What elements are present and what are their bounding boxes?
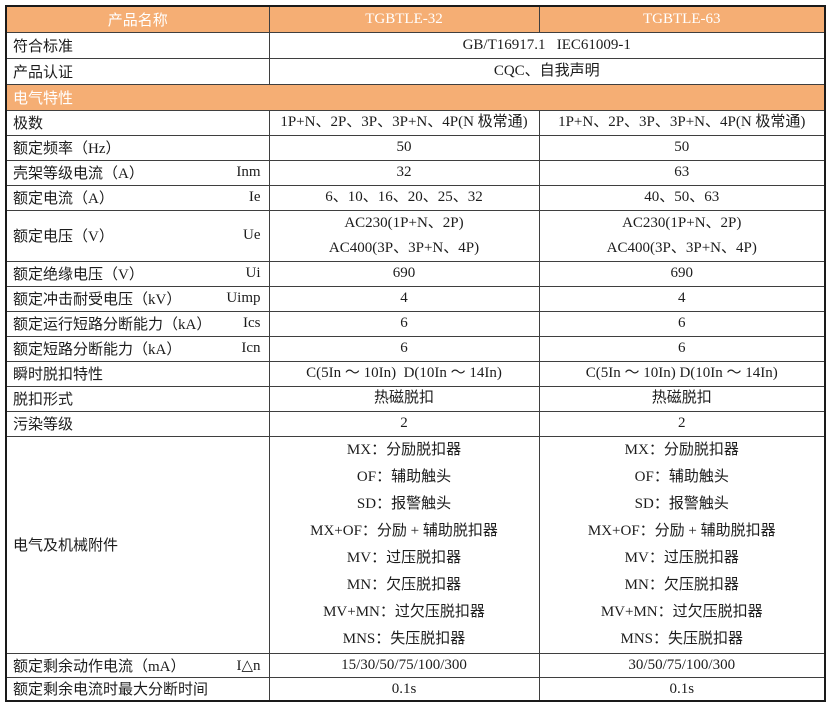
value-model2: 6 bbox=[538, 335, 826, 362]
row-label: 额定剩余电流时最大分断时间 bbox=[13, 682, 209, 699]
row-label: 产品认证 bbox=[13, 64, 74, 81]
value-model2: 热磁脱扣 bbox=[538, 385, 826, 412]
row-label: 额定短路分断能力（kA） bbox=[13, 342, 182, 358]
value-model1: C(5In ～ 10In) D(10In ～ 14In) bbox=[268, 360, 540, 387]
value-model2: 2 bbox=[538, 410, 826, 437]
value-model1: 15/30/50/75/100/300 bbox=[268, 652, 540, 678]
row-symbol: Inm bbox=[236, 164, 261, 180]
row-label: 额定剩余动作电流（mA） bbox=[13, 658, 186, 675]
value-model1: 热磁脱扣 bbox=[268, 385, 540, 412]
table-header-row: 产品名称 TGBTLE-32 TGBTLE-63 bbox=[5, 5, 826, 33]
row-label: 瞬时脱扣特性 bbox=[13, 367, 104, 383]
value-model1: 6 bbox=[268, 335, 540, 362]
row-frame-current: 壳架等级电流（A） Inm 32 63 bbox=[5, 159, 826, 186]
row-symbol: Uimp bbox=[226, 290, 261, 306]
value-model2: 4 bbox=[538, 285, 826, 312]
value-model2: C(5In ～ 10In) D(10In ～ 14In) bbox=[538, 360, 826, 387]
row-label: 额定冲击耐受电压（kV） bbox=[13, 292, 182, 308]
row-label: 额定运行短路分断能力（kA） bbox=[13, 317, 212, 333]
value-model1: 6 bbox=[268, 310, 540, 337]
row-label: 壳架等级电流（A） bbox=[13, 166, 144, 182]
row-max-breaking-time: 额定剩余电流时最大分断时间 0.1s 0.1s bbox=[5, 676, 826, 702]
value-model1: 2 bbox=[268, 410, 540, 437]
row-symbol: Ie bbox=[248, 189, 261, 205]
value-model1: 690 bbox=[268, 260, 540, 287]
value-model1: 4 bbox=[268, 285, 540, 312]
standards-value: GB/T16917.1 IEC61009-1 bbox=[268, 31, 826, 59]
value-model1: 32 bbox=[268, 159, 540, 186]
row-label: 电气及机械附件 bbox=[13, 538, 119, 554]
row-label: 污染等级 bbox=[13, 417, 74, 433]
row-label: 额定频率（Hz） bbox=[13, 141, 121, 157]
value-model1: 50 bbox=[268, 134, 540, 161]
row-symbol: Ui bbox=[245, 265, 261, 281]
value-model2: 0.1s bbox=[538, 676, 826, 702]
row-certification: 产品认证 CQC、自我声明 bbox=[5, 57, 826, 85]
row-label: 极数 bbox=[13, 116, 44, 132]
row-label: 符合标准 bbox=[13, 38, 74, 55]
header-model-tgbtle63: TGBTLE-63 bbox=[538, 5, 826, 33]
row-instantaneous-trip: 瞬时脱扣特性 C(5In ～ 10In) D(10In ～ 14In) C(5I… bbox=[5, 360, 826, 387]
row-symbol: Icn bbox=[241, 340, 261, 356]
value-model2: 50 bbox=[538, 134, 826, 161]
certification-value: CQC、自我声明 bbox=[268, 57, 826, 85]
value-model1: AC230(1P+N、2P) AC400(3P、3P+N、4P) bbox=[268, 209, 540, 262]
value-model1: MX：分励脱扣器 OF：辅助触头 SD：报警触头 MX+OF：分励 + 辅助脱扣… bbox=[268, 435, 540, 654]
row-symbol: Ics bbox=[243, 315, 261, 331]
row-standards: 符合标准 GB/T16917.1 IEC61009-1 bbox=[5, 31, 826, 59]
value-model2: 6 bbox=[538, 310, 826, 337]
row-impulse-voltage: 额定冲击耐受电压（kV） Uimp 4 4 bbox=[5, 285, 826, 312]
row-rated-current: 额定电流（A） Ie 6、10、16、20、25、32 40、50、63 bbox=[5, 184, 826, 211]
row-rated-voltage: 额定电压（V） Ue AC230(1P+N、2P) AC400(3P、3P+N、4… bbox=[5, 209, 826, 262]
header-product-name: 产品名称 bbox=[5, 5, 270, 33]
section-header-electrical: 电气特性 bbox=[5, 83, 826, 111]
value-model2: 63 bbox=[538, 159, 826, 186]
value-model2: AC230(1P+N、2P) AC400(3P、3P+N、4P) bbox=[538, 209, 826, 262]
row-label: 脱扣形式 bbox=[13, 392, 74, 408]
row-symbol: I△n bbox=[236, 657, 261, 674]
row-insulation-voltage: 额定绝缘电压（V） Ui 690 690 bbox=[5, 260, 826, 287]
value-model2: 30/50/75/100/300 bbox=[538, 652, 826, 678]
value-model1: 6、10、16、20、25、32 bbox=[268, 184, 540, 211]
row-pollution-degree: 污染等级 2 2 bbox=[5, 410, 826, 437]
value-model2: 1P+N、2P、3P、3P+N、4P(N 极常通) bbox=[538, 109, 826, 136]
section-title: 电气特性 bbox=[5, 83, 826, 111]
row-symbol: Ue bbox=[243, 227, 261, 243]
value-model1: 1P+N、2P、3P、3P+N、4P(N 极常通) bbox=[268, 109, 540, 136]
row-residual-operating-current: 额定剩余动作电流（mA） I△n 15/30/50/75/100/300 30/5… bbox=[5, 652, 826, 678]
value-model1: 0.1s bbox=[268, 676, 540, 702]
row-ultimate-breaking-capacity: 额定短路分断能力（kA） Icn 6 6 bbox=[5, 335, 826, 362]
row-label: 额定电流（A） bbox=[13, 191, 114, 207]
row-trip-type: 脱扣形式 热磁脱扣 热磁脱扣 bbox=[5, 385, 826, 412]
row-poles: 极数 1P+N、2P、3P、3P+N、4P(N 极常通) 1P+N、2P、3P、… bbox=[5, 109, 826, 136]
row-accessories: 电气及机械附件 MX：分励脱扣器 OF：辅助触头 SD：报警触头 MX+OF：分… bbox=[5, 435, 826, 654]
row-service-breaking-capacity: 额定运行短路分断能力（kA） Ics 6 6 bbox=[5, 310, 826, 337]
row-rated-frequency: 额定频率（Hz） 50 50 bbox=[5, 134, 826, 161]
header-model-tgbtle32: TGBTLE-32 bbox=[268, 5, 540, 33]
value-model2: MX：分励脱扣器 OF：辅助触头 SD：报警触头 MX+OF：分励 + 辅助脱扣… bbox=[538, 435, 826, 654]
value-model2: 690 bbox=[538, 260, 826, 287]
row-label: 额定绝缘电压（V） bbox=[13, 267, 144, 283]
product-spec-table: 产品名称 TGBTLE-32 TGBTLE-63 符合标准 GB/T16917.… bbox=[5, 5, 826, 702]
value-model2: 40、50、63 bbox=[538, 184, 826, 211]
row-label: 额定电压（V） bbox=[13, 229, 114, 245]
